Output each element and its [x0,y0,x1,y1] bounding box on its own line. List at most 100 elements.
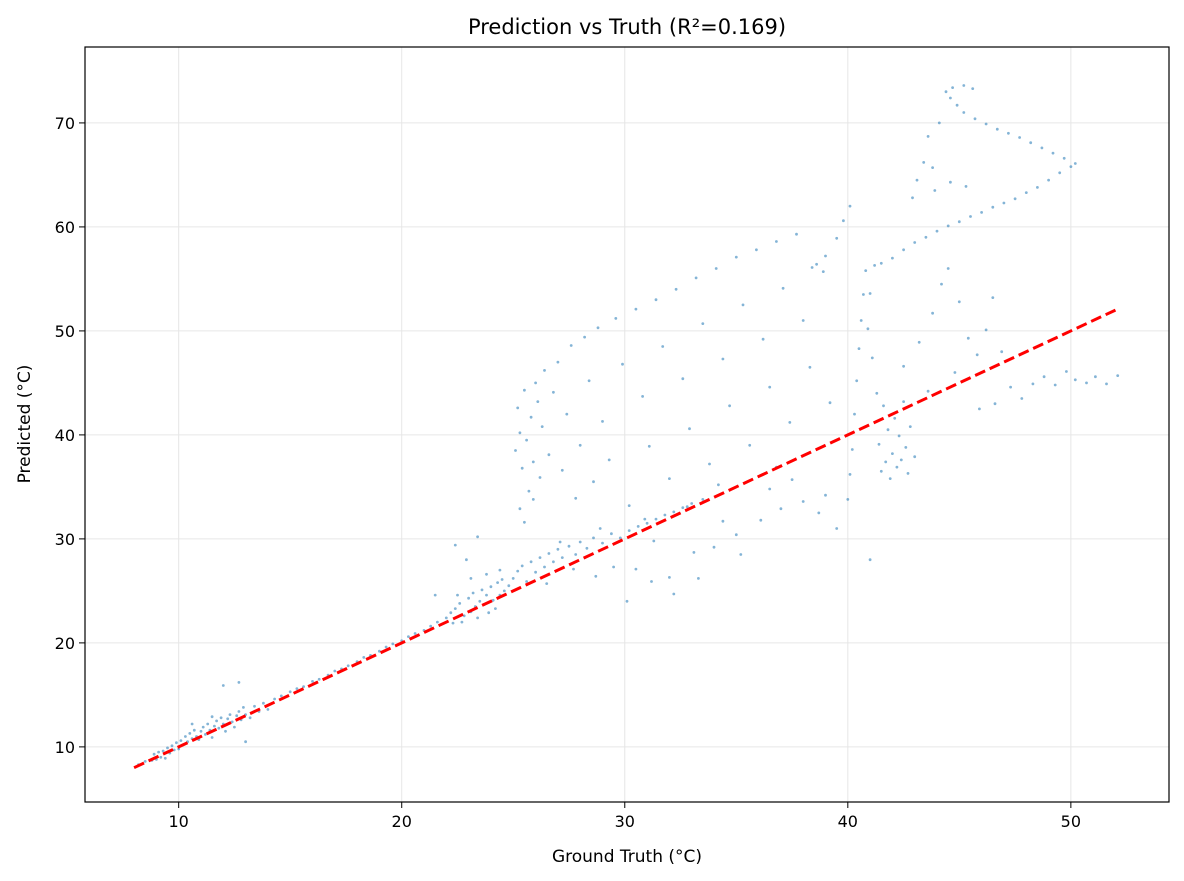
scatter-point [661,345,665,348]
scatter-point [244,740,248,744]
scatter-point [734,255,738,259]
scatter-point [1058,171,1062,175]
scatter-point [596,326,600,330]
scatter-point [1029,141,1033,145]
scatter-point [957,220,961,224]
scatter-point [1073,162,1077,165]
scatter-point [391,642,395,646]
scatter-point [201,725,205,729]
scatter-point [645,521,649,525]
scatter-point [848,204,852,208]
scatter-point [547,552,551,555]
scatter-point [879,261,883,265]
scatter-point [407,635,410,638]
scatter-point [215,719,219,723]
scatter-point [966,336,970,340]
scatter-point [931,166,934,170]
scatter-point [487,611,491,615]
scatter-point [663,513,667,517]
scatter-point [465,558,468,562]
scatter-point [476,616,479,620]
x-tick-label: 30 [615,812,635,831]
scatter-point [585,546,589,550]
scatter-point [157,750,161,754]
scatter-point [523,388,526,392]
scatter-point [429,624,433,628]
scatter-point [333,669,337,673]
scatter-point [1024,191,1028,195]
scatter-point [971,87,975,90]
scatter-point [567,544,571,548]
scatter-point [210,715,214,719]
scatter-point [262,701,265,705]
scatter-point [204,733,207,736]
scatter-point [868,292,872,295]
scatter-point [1031,382,1035,386]
scatter-point [565,412,569,416]
scatter-point [498,568,502,572]
scatter-point [224,729,227,733]
scatter-point [701,498,705,501]
scatter-point [993,402,997,406]
scatter-point [688,427,691,431]
scatter-point [779,507,783,511]
scatter-point [714,267,718,270]
scatter-point [795,232,798,236]
scatter-point [467,596,470,600]
scatter-point [906,472,910,475]
scatter-point [1053,383,1057,387]
scatter-point [378,649,381,653]
scatter-point [672,510,676,514]
scatter-point [1018,136,1021,139]
scatter-point [694,276,698,280]
scatter-point [502,589,506,593]
y-tick-label: 70 [55,114,75,133]
scatter-point [248,716,252,720]
scatter-point [188,732,192,735]
scatter-point [801,319,805,322]
scatter-point [266,708,270,711]
scatter-point [219,716,223,720]
scatter-point [897,434,901,438]
scatter-point [672,592,676,596]
scatter-point [362,656,366,659]
scatter-point [184,735,187,738]
scatter-point [552,390,555,394]
scatter-point [884,460,888,464]
scatter-point [935,229,939,233]
scatter-point [514,449,517,452]
scatter-point [668,576,671,579]
scatter-point [480,588,484,592]
scatter-point [543,565,546,569]
scatter-point [902,364,905,368]
scatter-point [527,489,531,493]
scatter-point [755,248,758,252]
scatter-point [543,369,546,372]
scatter-point [529,415,533,419]
scatter-point [815,262,818,266]
scatter-point [485,593,488,597]
scatter-point [192,728,196,732]
scatter-point [1047,178,1050,182]
scatter-point [1073,378,1077,382]
scatter-point [969,215,972,218]
scatter-point [937,121,941,125]
scatter-point [444,616,448,620]
scatter-point [873,264,876,267]
scatter-point [1000,350,1004,354]
reference-line [133,308,1117,770]
scatter-point [612,565,615,569]
scatter-point [478,599,482,603]
scatter-point [995,127,999,131]
scatter-point [911,196,914,200]
scatter-point [824,493,827,497]
scatter-point [485,572,488,576]
scatter-point [848,473,852,476]
scatter-point [739,553,743,556]
scatter-point [650,580,653,583]
scatter-point [850,448,854,451]
scatter-point [654,517,658,521]
scatter-point [761,337,765,341]
scatter-point [975,353,979,357]
scatter-point [790,478,794,481]
